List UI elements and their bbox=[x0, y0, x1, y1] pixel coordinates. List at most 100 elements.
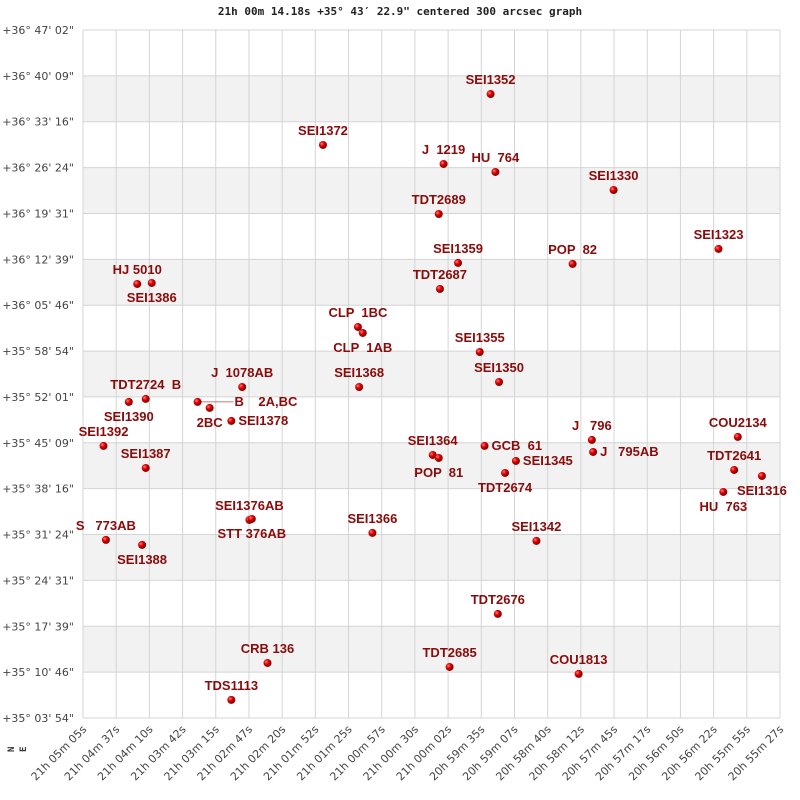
chart-title: 21h 00m 14.18s +35° 43′ 22.9" centered 3… bbox=[217, 5, 583, 18]
star-point[interactable] bbox=[445, 662, 454, 671]
star-point[interactable] bbox=[568, 259, 577, 268]
star-point[interactable] bbox=[247, 514, 256, 523]
star-label: TDT2685 bbox=[422, 645, 476, 660]
y-tick-label: +36° 05' 46" bbox=[2, 299, 74, 312]
grid-band bbox=[83, 626, 780, 673]
y-tick-label: +35° 31' 24" bbox=[2, 529, 74, 542]
star-point[interactable] bbox=[730, 465, 739, 474]
star-label: J 1078AB bbox=[211, 365, 273, 380]
star-label: S 773AB bbox=[76, 518, 136, 533]
star-label: SEI1355 bbox=[455, 330, 505, 345]
star-point[interactable] bbox=[532, 536, 541, 545]
star-point[interactable] bbox=[574, 669, 583, 678]
star-point[interactable] bbox=[138, 540, 147, 549]
star-label: SEI1372 bbox=[298, 123, 348, 138]
star-point[interactable] bbox=[495, 378, 504, 387]
star-point[interactable] bbox=[480, 441, 489, 450]
x-tick-label: 21h 05m 05s bbox=[29, 723, 90, 784]
star-label: SEI1366 bbox=[347, 511, 397, 526]
star-point[interactable] bbox=[101, 535, 110, 544]
star-point[interactable] bbox=[263, 658, 272, 667]
star-label: SEI1386 bbox=[127, 290, 177, 305]
star-point[interactable] bbox=[141, 463, 150, 472]
star-label: J 1219 bbox=[422, 142, 465, 157]
star-point[interactable] bbox=[609, 185, 618, 194]
star-label: TDT2687 bbox=[413, 267, 467, 282]
star-label: STT 376AB bbox=[218, 526, 287, 541]
star-label: TDT2641 bbox=[707, 448, 761, 463]
y-tick-label: +36° 19' 31" bbox=[2, 207, 74, 220]
star-point[interactable] bbox=[124, 397, 133, 406]
star-point[interactable] bbox=[454, 258, 463, 267]
star-point[interactable] bbox=[435, 284, 444, 293]
star-label: CRB 136 bbox=[241, 641, 294, 656]
star-point[interactable] bbox=[475, 347, 484, 356]
star-point[interactable] bbox=[714, 244, 723, 253]
grid-band bbox=[83, 167, 780, 214]
star-label: POP 81 bbox=[414, 465, 463, 480]
star-point[interactable] bbox=[355, 383, 364, 392]
star-point[interactable] bbox=[511, 456, 520, 465]
star-point[interactable] bbox=[501, 468, 510, 477]
grid-band bbox=[83, 442, 780, 489]
star-point[interactable] bbox=[141, 394, 150, 403]
star-point[interactable] bbox=[205, 403, 214, 412]
grid-band bbox=[83, 75, 780, 122]
star-point[interactable] bbox=[358, 328, 367, 337]
grid-band bbox=[83, 259, 780, 306]
compass-north: N bbox=[7, 747, 17, 752]
y-tick-label: +35° 38' 16" bbox=[2, 483, 74, 496]
star-label: SEI1378 bbox=[238, 413, 288, 428]
star-label: SEI1345 bbox=[523, 453, 573, 468]
star-point[interactable] bbox=[434, 210, 443, 219]
star-point[interactable] bbox=[133, 279, 142, 288]
star-point[interactable] bbox=[733, 432, 742, 441]
star-label: CLP 1AB bbox=[333, 340, 392, 355]
star-point[interactable] bbox=[147, 278, 156, 287]
star-point[interactable] bbox=[719, 487, 728, 496]
star-point[interactable] bbox=[486, 90, 495, 99]
star-label: SEI1392 bbox=[79, 424, 129, 439]
data-points bbox=[99, 90, 766, 704]
star-label: TDS1113 bbox=[205, 678, 259, 693]
star-label: TDT2676 bbox=[471, 592, 525, 607]
star-point[interactable] bbox=[227, 416, 236, 425]
y-tick-label: +35° 03' 54" bbox=[2, 712, 74, 725]
star-point[interactable] bbox=[757, 471, 766, 480]
compass-east: E bbox=[19, 747, 29, 752]
star-point[interactable] bbox=[491, 167, 500, 176]
star-point[interactable] bbox=[238, 383, 247, 392]
star-label: HU 763 bbox=[699, 499, 747, 514]
star-point[interactable] bbox=[99, 441, 108, 450]
star-label: J 796 bbox=[572, 418, 612, 433]
grid-lines bbox=[82, 29, 781, 719]
star-label: POP 82 bbox=[548, 242, 597, 257]
star-label: SEI1352 bbox=[466, 72, 516, 87]
y-tick-label: +36° 40' 09" bbox=[2, 70, 74, 83]
star-point[interactable] bbox=[587, 435, 596, 444]
y-tick-label: +35° 10' 46" bbox=[2, 666, 74, 679]
y-tick-label: +35° 24' 31" bbox=[2, 574, 74, 587]
star-point[interactable] bbox=[589, 447, 598, 456]
y-tick-label: +35° 45' 09" bbox=[2, 437, 74, 450]
y-tick-label: +35° 52' 01" bbox=[2, 391, 74, 404]
star-point[interactable] bbox=[368, 528, 377, 537]
grid-band bbox=[83, 351, 780, 397]
star-label: SEI1342 bbox=[511, 519, 561, 534]
star-point[interactable] bbox=[227, 695, 236, 704]
star-point[interactable] bbox=[439, 159, 448, 168]
star-point[interactable] bbox=[434, 453, 443, 462]
point-labels: SEI1352 SEI1372 J 1219 HU 764 SEI1330 TDT2689… bbox=[76, 72, 787, 693]
star-point[interactable] bbox=[193, 397, 202, 406]
star-label: SEI1359 bbox=[433, 241, 483, 256]
star-point[interactable] bbox=[353, 322, 362, 331]
star-point[interactable] bbox=[318, 140, 327, 149]
star-label: GCB 61 bbox=[492, 438, 543, 453]
star-point[interactable] bbox=[428, 450, 437, 459]
star-label: SEI1387 bbox=[121, 446, 171, 461]
star-point[interactable] bbox=[493, 609, 502, 618]
y-tick-label: +35° 58' 54" bbox=[2, 345, 74, 358]
star-label: COU1813 bbox=[550, 652, 608, 667]
y-tick-label: +36° 47' 02" bbox=[2, 24, 74, 37]
